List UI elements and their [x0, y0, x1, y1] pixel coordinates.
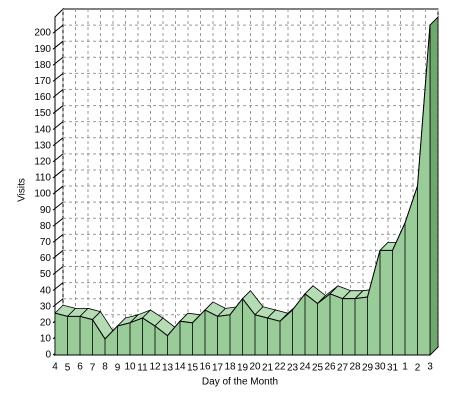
tick-mark [52, 137, 64, 147]
x-tick-label: 26 [324, 362, 336, 373]
tick-mark [52, 233, 64, 243]
x-tick-label: 3 [427, 362, 433, 373]
tick-mark [52, 298, 64, 308]
x-tick-label: 25 [312, 363, 324, 374]
y-tick-label: 70 [40, 237, 52, 248]
x-tick-label: 19 [237, 363, 249, 374]
x-tick-label: 8 [102, 362, 108, 373]
x-tick-label: 12 [149, 362, 161, 373]
tick-mark [52, 105, 64, 114]
x-tick-label: 27 [337, 363, 349, 374]
y-tick-label: 130 [34, 140, 51, 151]
x-tick-label: 30 [374, 362, 386, 373]
y-tick-label: 140 [34, 124, 51, 135]
tick-mark [52, 282, 64, 292]
x-tick-label: 24 [299, 362, 311, 373]
y-tick-label: 120 [34, 156, 51, 167]
area-line [54, 25, 431, 340]
y-tick-label: 100 [34, 189, 51, 200]
tick-mark [52, 201, 64, 211]
x-tick-label: 31 [387, 363, 399, 374]
y-tick-label: 40 [40, 285, 52, 296]
y-axis-label: Visits [17, 178, 28, 202]
x-tick-label: 16 [199, 362, 211, 373]
y-tick-label: 190 [34, 44, 51, 55]
x-tick-label: 23 [287, 363, 299, 374]
x-tick-label: 28 [349, 362, 361, 373]
x-tick-label: 18 [224, 362, 236, 373]
y-tick-label: 150 [34, 108, 51, 119]
tick-mark [52, 185, 64, 195]
y-tick-label: 110 [35, 173, 51, 184]
x-tick-label: 10 [124, 362, 136, 373]
x-tick-label: 14 [174, 362, 186, 373]
y-tick-label: 0 [45, 350, 51, 361]
x-tick-label: 2 [415, 363, 421, 374]
y-tick-label: 160 [34, 92, 51, 103]
tick-mark [52, 40, 64, 50]
tick-mark [52, 250, 64, 259]
tick-mark [52, 121, 64, 131]
x-tick-label: 4 [52, 362, 58, 373]
area-end-face [429, 16, 439, 356]
x-tick-label: 9 [115, 363, 121, 374]
x-tick-label: 22 [274, 362, 286, 373]
x-tick-label: 6 [77, 362, 83, 373]
x-tick-label: 15 [187, 363, 199, 374]
y-tick-label: 10 [40, 334, 52, 345]
x-tick-label: 29 [362, 363, 374, 374]
x-axis-label: Day of the Month [202, 377, 278, 388]
x-tick-label: 1 [402, 362, 408, 373]
x-tick-label: 5 [65, 363, 71, 374]
tick-mark [52, 24, 64, 34]
tick-mark [52, 89, 64, 98]
y-tick-label: 180 [34, 60, 51, 71]
y-tick-label: 30 [40, 301, 52, 312]
tick-mark [52, 217, 64, 227]
y-tick-label: 80 [40, 221, 52, 232]
tick-mark [52, 56, 64, 66]
y-tick-label: 170 [34, 76, 51, 87]
tick-mark [52, 153, 64, 163]
x-tick-label: 17 [212, 363, 224, 374]
tick-mark [52, 72, 64, 82]
y-tick-label: 200 [34, 28, 51, 39]
x-tick-label: 20 [249, 362, 261, 373]
x-tick-label: 11 [137, 363, 148, 374]
y-tick-label: 20 [40, 317, 52, 328]
x-tick-label: 21 [262, 363, 274, 374]
x-tick-label: 13 [162, 363, 174, 374]
y-tick-label: 90 [40, 205, 52, 216]
x-tick-label: 7 [90, 363, 96, 374]
y-tick-label: 50 [40, 269, 52, 280]
tick-mark [52, 169, 64, 179]
tick-mark [52, 266, 64, 275]
y-tick-label: 60 [40, 253, 52, 264]
